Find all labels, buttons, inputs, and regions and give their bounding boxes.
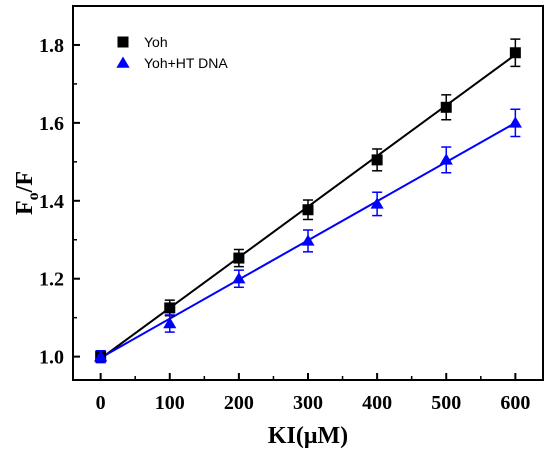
legend: Yoh Yoh+HT DNA — [116, 34, 228, 71]
square-marker — [233, 252, 245, 264]
square-marker — [164, 302, 176, 314]
square-marker — [440, 101, 452, 113]
y-axis-title-sub: o — [25, 192, 42, 200]
x-tick-label: 400 — [362, 392, 392, 414]
triangle-marker — [232, 272, 246, 284]
data-markers — [94, 47, 522, 363]
axis-ticks: 0 100 200 300 400 500 600 1.0 1.2 1.4 1.6 1.8 — [39, 35, 530, 414]
triangle-marker — [301, 234, 315, 246]
y-tick-label: 1.2 — [39, 269, 64, 291]
square-marker — [117, 36, 129, 48]
x-tick-label: 500 — [431, 392, 461, 414]
y-tick-label: 1.6 — [39, 113, 64, 135]
y-tick-label: 1.8 — [39, 35, 64, 57]
triangle-marker — [508, 116, 522, 128]
y-tick-label: 1.4 — [39, 191, 64, 213]
legend-label: Yoh — [144, 34, 168, 50]
y-axis-title: Fo/F — [12, 171, 42, 215]
legend-label: Yoh+HT DNA — [144, 55, 228, 71]
triangle-marker — [94, 350, 108, 362]
x-tick-label: 600 — [500, 392, 530, 414]
error-bars — [95, 38, 521, 364]
square-marker — [371, 154, 383, 166]
triangle-marker — [116, 56, 130, 68]
y-axis-title-main: F — [12, 200, 38, 215]
triangle-marker — [163, 317, 177, 329]
triangle-marker — [439, 153, 453, 165]
x-tick-label: 0 — [96, 392, 106, 414]
x-tick-label: 300 — [293, 392, 323, 414]
x-axis-title: KI(μM) — [268, 423, 348, 449]
y-axis-title-suffix: /F — [12, 171, 38, 193]
y-tick-label: 1.0 — [39, 347, 64, 369]
square-marker — [509, 47, 521, 59]
square-marker — [302, 204, 314, 216]
x-tick-label: 100 — [155, 392, 185, 414]
triangle-marker — [370, 197, 384, 209]
x-tick-label: 200 — [224, 392, 254, 414]
